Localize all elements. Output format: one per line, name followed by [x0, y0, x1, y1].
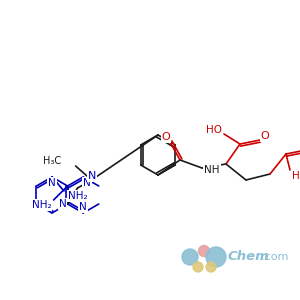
- Text: NH₂: NH₂: [68, 191, 88, 201]
- Text: NH₂: NH₂: [32, 200, 51, 210]
- Text: N: N: [83, 178, 91, 188]
- Text: N: N: [48, 178, 56, 188]
- Text: HO: HO: [206, 125, 222, 135]
- Circle shape: [206, 262, 216, 272]
- Circle shape: [206, 247, 226, 267]
- Text: H₃C: H₃C: [44, 156, 62, 166]
- Text: .com: .com: [262, 252, 289, 262]
- Circle shape: [182, 249, 198, 265]
- Text: N: N: [87, 171, 96, 181]
- Text: HO: HO: [292, 171, 300, 181]
- Text: N: N: [79, 202, 87, 212]
- Text: O: O: [261, 131, 269, 141]
- Circle shape: [193, 262, 203, 272]
- Circle shape: [199, 245, 209, 256]
- Text: Chem: Chem: [228, 250, 270, 263]
- Text: N: N: [59, 199, 67, 209]
- Text: O: O: [162, 132, 170, 142]
- Text: NH: NH: [204, 165, 220, 175]
